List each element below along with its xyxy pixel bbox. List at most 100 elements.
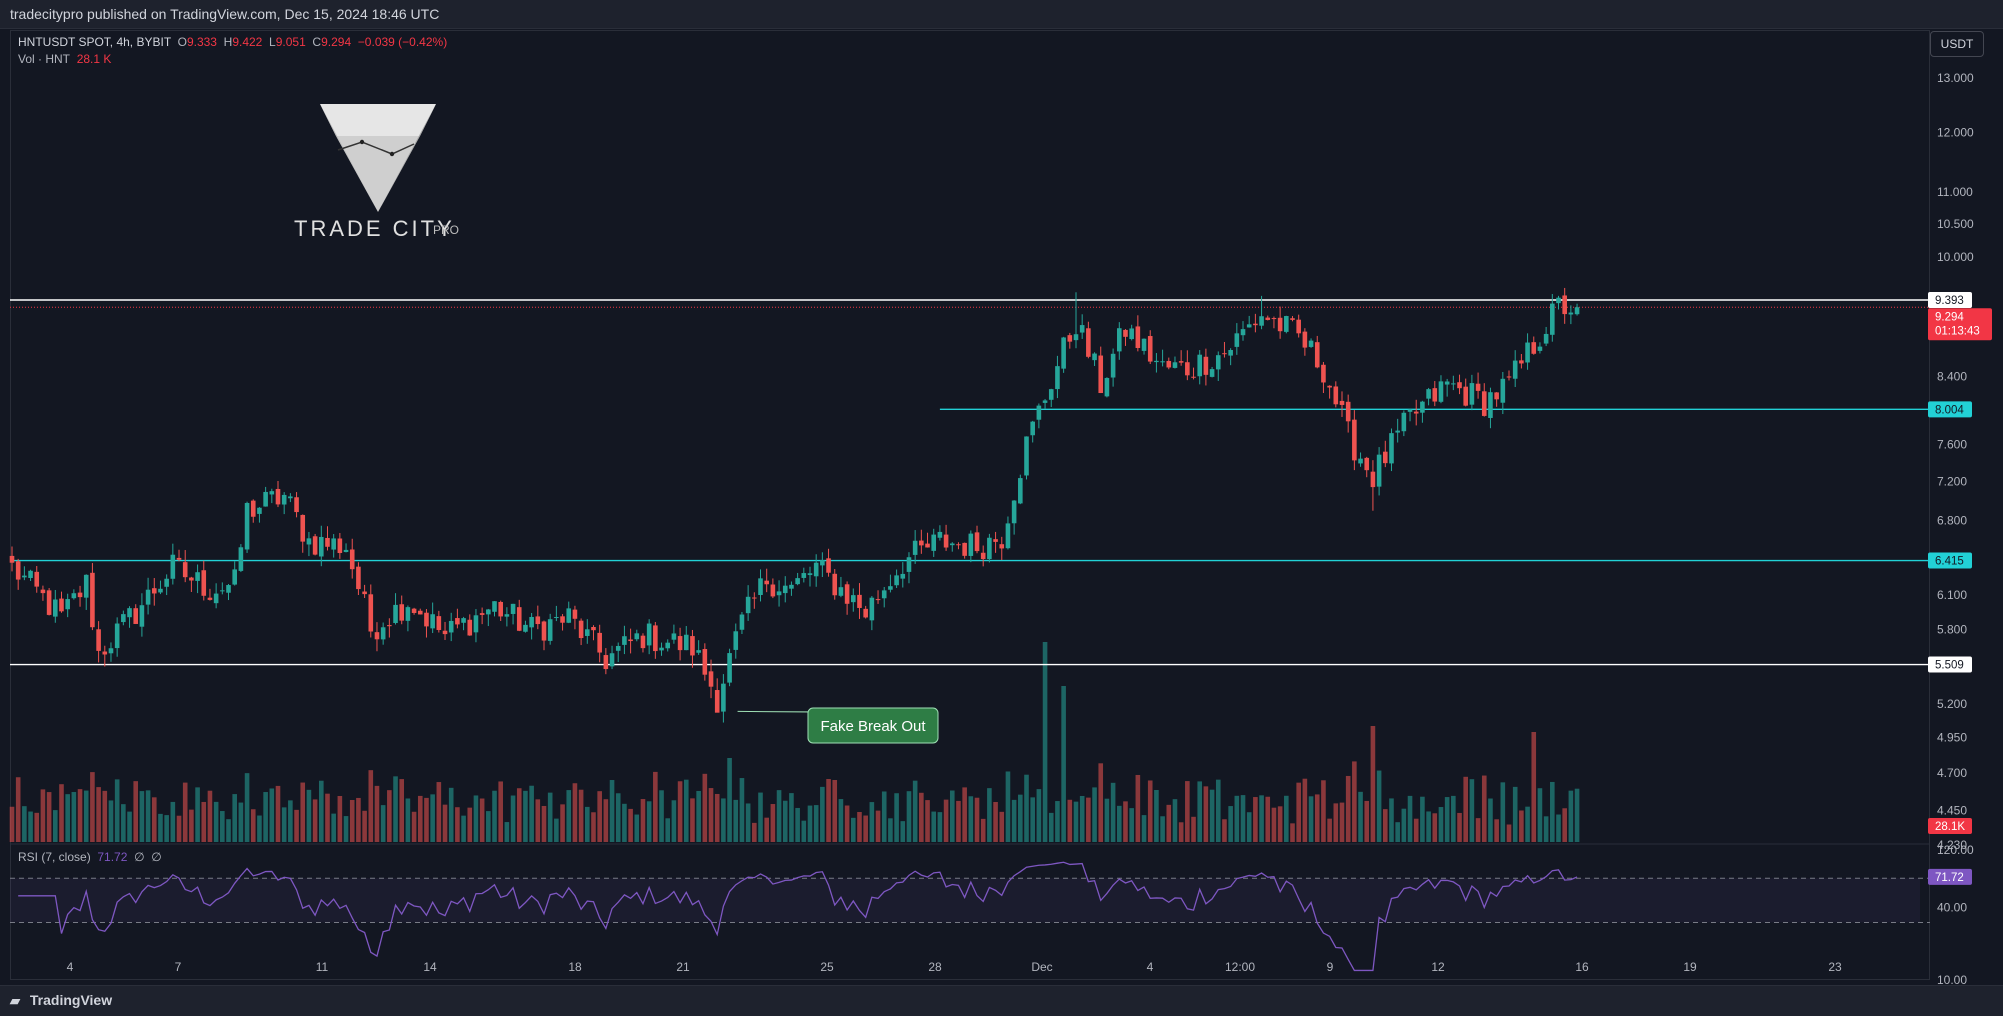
volume-bar [523, 790, 528, 842]
candle-body [801, 573, 807, 578]
volume-bar [28, 811, 33, 842]
volume-bar [813, 805, 819, 842]
candle-body [609, 653, 615, 667]
volume-bar [1203, 786, 1209, 842]
rsi-label: RSI (7, close) [18, 850, 91, 864]
watermark-text: TRADE CITY [294, 216, 455, 241]
candle-body [764, 580, 769, 585]
tradingview-logo[interactable]: ▰ TradingView [10, 990, 112, 1011]
candle-body [22, 575, 27, 578]
candle-body [1370, 471, 1376, 488]
candle-body [189, 577, 194, 581]
volume-bar [1345, 775, 1351, 842]
candle-body [1135, 326, 1141, 348]
candle-body [1401, 412, 1407, 432]
level-price-tag: 5.509 [1928, 656, 1972, 673]
volume-bar [275, 785, 281, 842]
candle-body [529, 616, 534, 628]
candle-body [1240, 329, 1246, 336]
candle-body [690, 636, 695, 656]
candle-body [1420, 401, 1425, 413]
volume-bar [356, 797, 361, 842]
candle-body [250, 500, 256, 517]
volume-bar [727, 758, 732, 842]
volume-bar [504, 822, 510, 842]
volume-bar [349, 800, 355, 842]
candle-body [956, 544, 961, 546]
volume-bar [863, 815, 868, 842]
volume-bar [108, 800, 114, 842]
rsi-extra-2: ∅ [151, 850, 162, 864]
rsi-tick-label: 120.00 [1937, 843, 1974, 857]
volume-bar [1036, 789, 1042, 842]
candle-body [1519, 360, 1524, 364]
fake-breakout-callout[interactable]: Fake Break Out [737, 707, 939, 744]
candle-body [1296, 319, 1301, 334]
currency-button[interactable]: USDT [1930, 31, 1984, 57]
candle-body [1568, 312, 1574, 315]
candle-body [1259, 316, 1264, 326]
volume-bar [405, 798, 411, 842]
time-axis[interactable]: 4 7 11 14 18 21 25 28 Dec 4 12:00 9 12 16 19 23 [67, 960, 1842, 974]
volume-bar [1253, 797, 1258, 842]
volume-bar [1024, 774, 1029, 842]
volume-bar [1011, 799, 1017, 842]
volume-bar [331, 813, 336, 842]
candle-body [937, 531, 943, 538]
candle-body [220, 590, 225, 592]
candle-body [1098, 355, 1104, 394]
candle-body [807, 573, 813, 576]
price-axis[interactable]: 13.000 12.000 11.000 10.500 10.000 8.400 7.600… [1937, 71, 1974, 987]
candle-body [516, 607, 522, 631]
candle-body [925, 543, 930, 548]
candle-body [1321, 364, 1326, 383]
volume-bar [1073, 801, 1079, 842]
candle-body [1061, 337, 1066, 369]
volume-bar [1209, 789, 1215, 842]
price-tick-label: 5.800 [1937, 622, 1967, 636]
volume-bar [362, 810, 367, 842]
candle-body [121, 614, 126, 623]
candle-body [1141, 338, 1147, 351]
volume-bar [1172, 799, 1178, 842]
volume-bar [1444, 797, 1450, 842]
candle-body [1209, 369, 1215, 377]
candle-body [949, 543, 955, 546]
rsi-line [18, 861, 1578, 972]
volume-bar [467, 807, 473, 842]
current-price-tag: 9.294 01:13:43 [1928, 308, 1992, 341]
candle-body [9, 555, 15, 563]
chart-pane[interactable] [10, 30, 1930, 980]
candle-body [1018, 478, 1023, 504]
volume-bar [387, 790, 392, 842]
volume-bar [1568, 790, 1574, 842]
volume-bar [677, 781, 683, 842]
volume-bar [1222, 819, 1227, 842]
volume-bar [826, 779, 831, 842]
volume-bar [776, 790, 782, 842]
open-value: 9.333 [186, 35, 217, 49]
candle-body [721, 683, 726, 712]
candle-body [1104, 378, 1110, 397]
volume-bar [1556, 814, 1561, 842]
rsi-tick-label: 10.00 [1937, 973, 1967, 987]
volume-bar [894, 793, 899, 842]
horizontal-levels [10, 299, 1930, 666]
volume-bar [424, 797, 429, 842]
volume-bar [145, 790, 151, 842]
candle-body [1302, 331, 1308, 348]
candle-body [646, 623, 652, 646]
volume-bar [479, 798, 485, 842]
volume-bar [1469, 779, 1475, 842]
candle-body [195, 572, 200, 581]
volume-bar [1500, 782, 1506, 842]
volume-bar [374, 785, 380, 842]
time-tick-label: 19 [1683, 960, 1697, 974]
volume-bar [665, 818, 671, 842]
candle-body [34, 571, 40, 587]
candle-body [708, 671, 714, 687]
volume-bar [337, 796, 343, 842]
candle-body [1005, 523, 1011, 549]
volume-bar [795, 807, 800, 842]
